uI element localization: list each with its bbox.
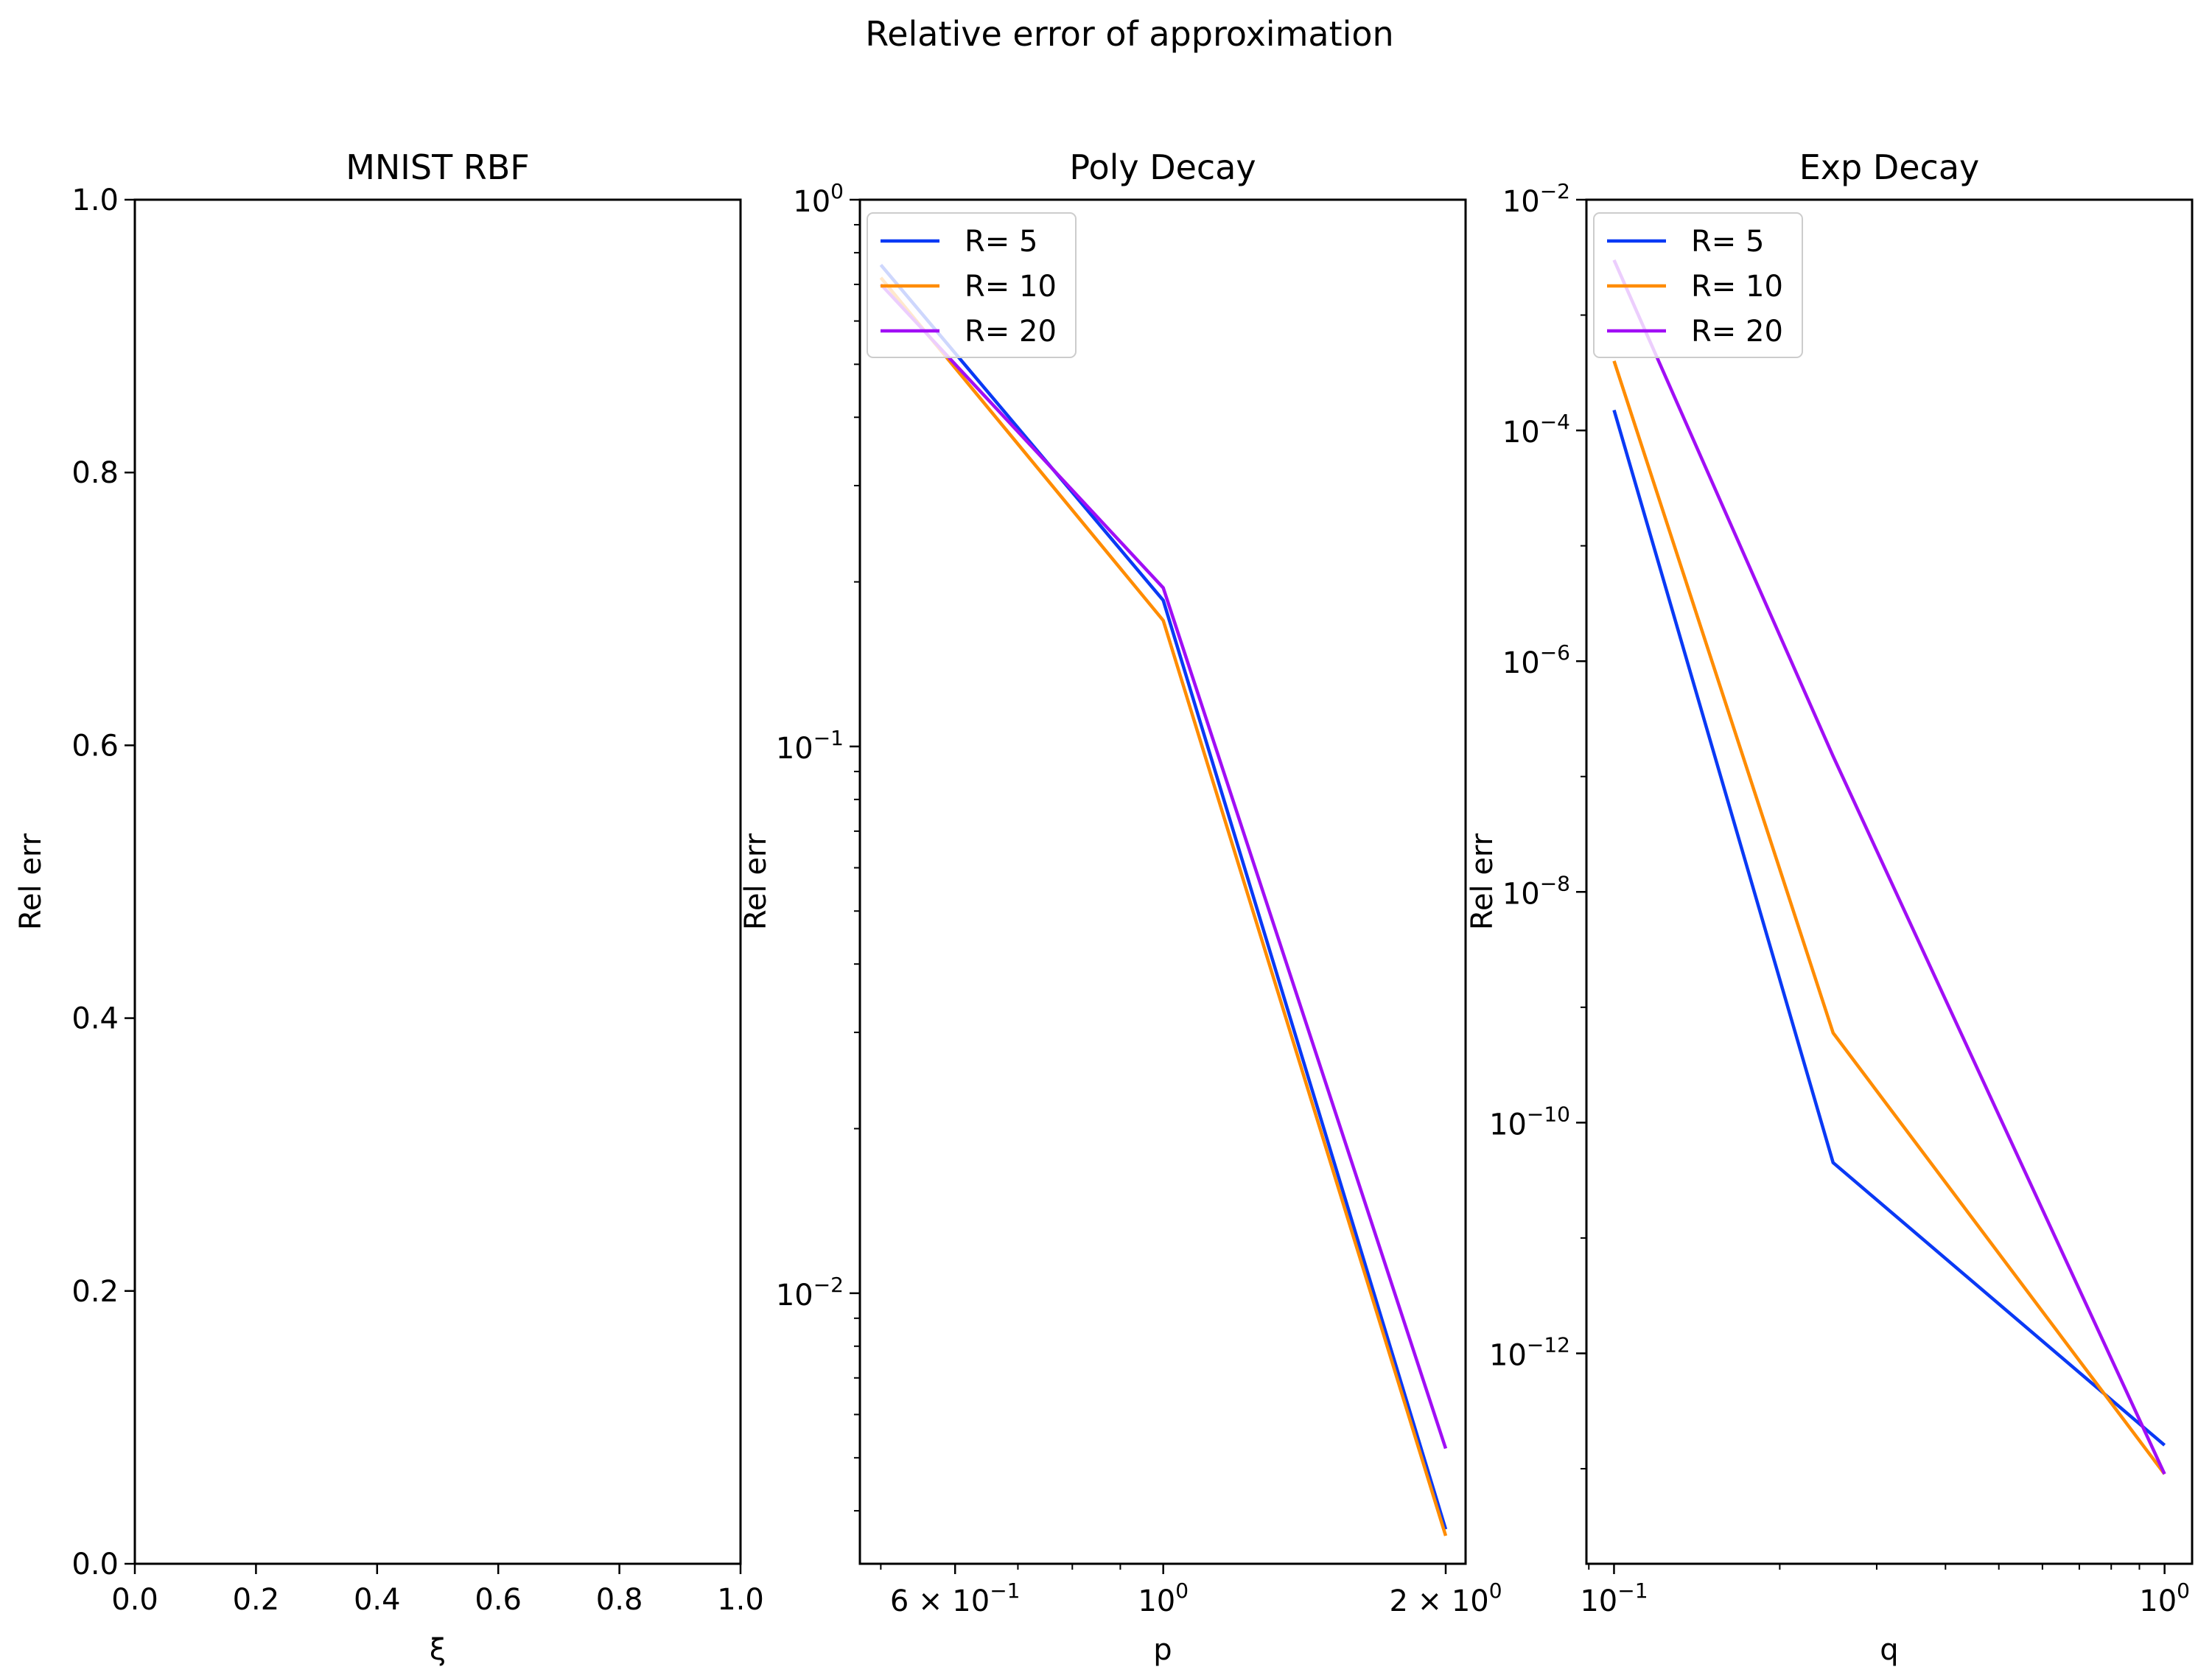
x-tick-label: 1.0 bbox=[717, 1583, 764, 1617]
x-tick-label: 0.4 bbox=[354, 1583, 401, 1617]
subplot-2: Poly Decay 6 × 10−1 100 2 × 100 10−2 10−1 100 p… bbox=[739, 147, 1502, 1667]
y-axis-label: Rel err bbox=[739, 833, 773, 930]
y-tick-label: 10−8 bbox=[1502, 871, 1570, 911]
x-tick-label: 100 bbox=[1138, 1579, 1189, 1618]
x-tick-label: 2 × 100 bbox=[1389, 1579, 1502, 1618]
legend-entry: R= 20 bbox=[965, 315, 1057, 349]
axes-frame bbox=[133, 198, 742, 1565]
y-tick-label: 10−1 bbox=[776, 726, 844, 766]
subplot-1: MNIST RBF 0.0 0.2 0.4 0.6 0.8 1.0 0.0 0.2 0.4 0.6 0… bbox=[14, 147, 764, 1667]
subplot-title: Poly Decay bbox=[1069, 147, 1256, 187]
y-tick-label: 0.6 bbox=[71, 729, 119, 763]
series-line-r10 bbox=[1612, 360, 2166, 1475]
x-tick-label: 0.2 bbox=[233, 1583, 280, 1617]
legend-box bbox=[1593, 212, 1803, 358]
y-tick-label: 100 bbox=[793, 179, 844, 219]
series-line-r20 bbox=[879, 283, 1448, 1450]
axes-frame bbox=[1585, 198, 2194, 1565]
legend: R= 5 R= 10 R= 20 bbox=[1593, 212, 1803, 358]
series-line-r10 bbox=[879, 276, 1448, 1537]
x-tick-label: 0.0 bbox=[111, 1583, 158, 1617]
x-tick-label: 100 bbox=[2139, 1579, 2190, 1618]
x-tick-label: 10−1 bbox=[1580, 1579, 1648, 1618]
subplots: MNIST RBF 0.0 0.2 0.4 0.6 0.8 1.0 0.0 0.2 0.4 0.6 0… bbox=[14, 147, 2194, 1667]
y-tick-label: 10−10 bbox=[1489, 1102, 1570, 1142]
x-tick-label: 0.6 bbox=[475, 1583, 522, 1617]
series-line-r20 bbox=[1612, 259, 2166, 1475]
series-group bbox=[1612, 259, 2166, 1475]
legend: R= 5 R= 10 R= 20 bbox=[867, 212, 1077, 358]
series-group bbox=[879, 263, 1448, 1537]
legend-box bbox=[867, 212, 1077, 358]
y-tick-label: 0.8 bbox=[71, 456, 119, 490]
series-line-r5 bbox=[879, 263, 1448, 1530]
x-tick-label: 6 × 10−1 bbox=[890, 1579, 1021, 1618]
y-tick-label: 0.0 bbox=[71, 1548, 119, 1581]
y-tick-label: 10−4 bbox=[1502, 410, 1570, 450]
y-tick-label: 10−2 bbox=[776, 1273, 844, 1312]
series-line-r5 bbox=[1612, 409, 2166, 1447]
y-tick-label: 1.0 bbox=[71, 183, 119, 217]
legend-entry: R= 20 bbox=[1691, 315, 1783, 349]
legend-entry: R= 10 bbox=[965, 270, 1057, 304]
y-axis-label: Rel err bbox=[14, 833, 48, 930]
y-axis-label: Rel err bbox=[1466, 833, 1499, 930]
subplot-title: Exp Decay bbox=[1799, 147, 1980, 187]
legend-entry: R= 5 bbox=[965, 225, 1037, 259]
y-tick-label: 0.2 bbox=[71, 1275, 119, 1309]
legend-entry: R= 5 bbox=[1691, 225, 1764, 259]
subplot-3: Exp Decay 10−1 100 10−12 10−10 10−8 10−6 10−4 10… bbox=[1466, 147, 2194, 1667]
y-tick-label: 10−12 bbox=[1489, 1332, 1570, 1372]
y-tick-label: 0.4 bbox=[71, 1002, 119, 1036]
legend-entry: R= 10 bbox=[1691, 270, 1783, 304]
subplot-title: MNIST RBF bbox=[346, 147, 530, 187]
x-axis-label: p bbox=[1153, 1633, 1172, 1667]
x-axis-label: ξ bbox=[430, 1633, 446, 1667]
y-tick-label: 10−6 bbox=[1502, 640, 1570, 680]
figure-suptitle: Relative error of approximation bbox=[865, 14, 1393, 54]
y-tick-label: 10−2 bbox=[1502, 179, 1570, 219]
x-tick-label: 0.8 bbox=[596, 1583, 643, 1617]
x-axis-label: q bbox=[1880, 1633, 1898, 1667]
